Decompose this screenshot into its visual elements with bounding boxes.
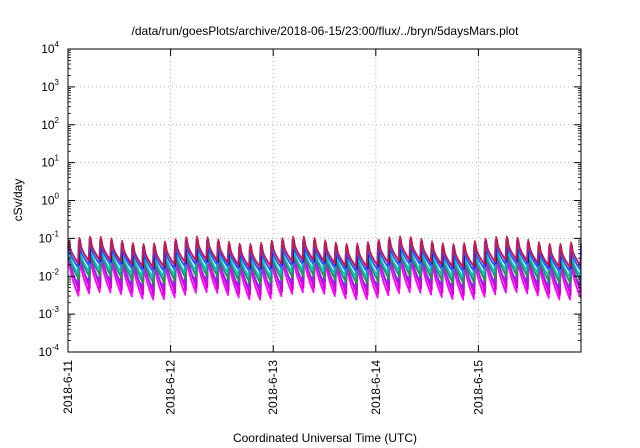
y-tick-label: 10-1 <box>39 229 60 245</box>
grid <box>68 49 581 352</box>
y-tick-label: 101 <box>41 154 59 170</box>
x-tick-label: 2018-6-11 <box>61 360 75 414</box>
y-tick-label: 104 <box>41 40 59 56</box>
y-tick-label: 100 <box>41 192 59 208</box>
x-axis-label: Coordinated Universal Time (UTC) <box>233 431 417 445</box>
series-group <box>67 235 582 301</box>
y-tick-label: 102 <box>41 116 59 132</box>
x-tick-label: 2018-6-15 <box>471 360 485 415</box>
y-tick-label: 10-4 <box>39 343 60 359</box>
x-tick-label: 2018-6-13 <box>266 360 280 415</box>
y-tick-label: 10-3 <box>39 305 60 321</box>
y-tick-label: 10-2 <box>39 267 60 283</box>
chart-title: /data/run/goesPlots/archive/2018-06-15/2… <box>132 24 520 38</box>
x-tick-label: 2018-6-14 <box>369 360 383 415</box>
x-ticks: 2018-6-11 2018-6-12 2018-6-13 2018-6-14 2018… <box>61 49 485 415</box>
y-ticks: 10-4 10-3 10-2 10-1 100 101 102 103 104 <box>39 40 581 359</box>
data-series-line <box>67 235 582 268</box>
x-tick-label: 2018-6-12 <box>164 360 178 415</box>
y-tick-label: 103 <box>41 78 59 94</box>
y-axis-label: cSv/day <box>11 179 25 222</box>
